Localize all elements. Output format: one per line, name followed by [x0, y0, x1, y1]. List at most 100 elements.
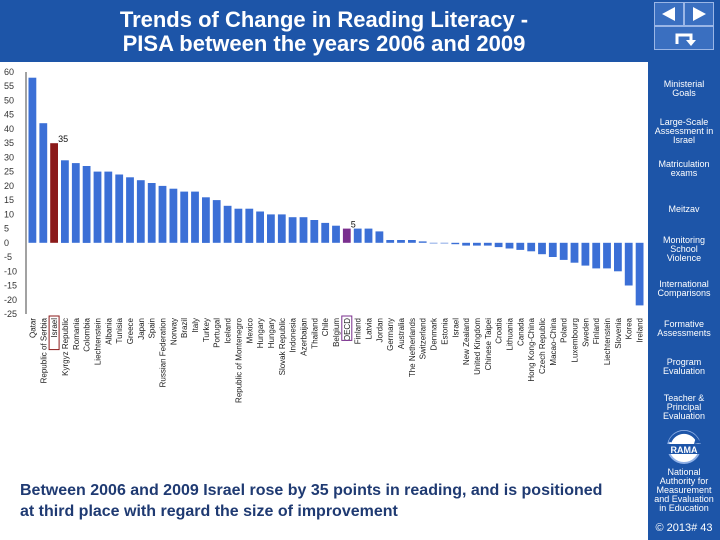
bar [570, 242, 579, 263]
bar [191, 191, 199, 243]
x-tick-label: Iceland [224, 318, 233, 344]
y-tick-label: 55 [4, 81, 14, 91]
x-tick-label: Chile [321, 317, 330, 336]
bar [451, 242, 460, 245]
bar [223, 205, 232, 243]
bar [82, 166, 91, 243]
x-tick-label: New Zealand [462, 318, 471, 365]
bar [592, 242, 601, 269]
y-tick-label: 5 [4, 224, 9, 234]
y-tick-label: -10 [4, 266, 17, 276]
sidebar-item-matriculation-exams[interactable]: Matriculation exams [658, 159, 710, 178]
y-tick-label: 50 [4, 95, 14, 105]
y-tick-label: -5 [4, 252, 12, 262]
rama-logo-text: RAMA [671, 445, 698, 455]
bar [50, 143, 58, 243]
x-tick-label: Switzerland [419, 318, 428, 359]
bar [115, 174, 124, 243]
x-tick-label: Chinese Taipei [484, 318, 493, 371]
sidebar-item-monitoring-school-violence[interactable]: Monitoring School Violence [662, 235, 706, 263]
y-tick-label: -25 [4, 309, 17, 319]
sidebar-item-formative-assessments[interactable]: Formative Assessments [657, 319, 711, 338]
y-tick-label: 10 [4, 209, 14, 219]
bar [462, 242, 470, 246]
x-tick-label: The Netherlands [408, 318, 417, 377]
x-tick-label: Australia [397, 317, 406, 349]
y-tick-label: -15 [4, 281, 17, 291]
bar [158, 185, 167, 243]
sidebar-item-teacher-principal-evaluation[interactable]: Teacher & Principal Evaluation [662, 393, 706, 421]
bar [245, 208, 254, 243]
bar [418, 241, 427, 243]
bar [71, 163, 80, 243]
bar [603, 242, 611, 269]
bar [39, 123, 48, 243]
x-tick-label: Finland [354, 318, 363, 344]
x-tick-label: Thailand [310, 318, 319, 349]
bar [505, 242, 514, 249]
x-tick-label: Slovak Republic [278, 318, 287, 375]
x-tick-label: Albania [104, 317, 113, 344]
x-tick-label: Hungary [256, 318, 265, 348]
bar [28, 77, 37, 243]
x-tick-label: Lithuania [506, 317, 515, 350]
bar [342, 228, 351, 243]
title-line-2: PISA between the years 2006 and 2009 [122, 31, 526, 56]
y-tick-label: 45 [4, 110, 14, 120]
x-tick-label: Liechtenstein [603, 318, 612, 365]
x-tick-label: Jordan [375, 318, 384, 342]
bar [288, 217, 297, 243]
sidebar-item-international-comparisons[interactable]: International Comparisons [657, 279, 711, 298]
bar [581, 242, 590, 266]
org-name: National Authority for Measurement and E… [654, 467, 714, 513]
bar [483, 242, 492, 246]
sidebar-item-meitzav[interactable]: Meitzav [668, 204, 700, 214]
bar [527, 242, 536, 252]
x-tick-label: Belgium [332, 318, 341, 347]
prev-button[interactable] [654, 2, 684, 26]
bar [364, 228, 373, 243]
triangle-right-icon [693, 7, 706, 21]
bar [408, 240, 416, 243]
sidebar-item-program-evaluation[interactable]: Program Evaluation [662, 357, 706, 376]
rama-logo: RAMA [667, 430, 702, 464]
summary-note: Between 2006 and 2009 Israel rose by 35 … [20, 482, 603, 520]
x-tick-label: Brazil [180, 318, 189, 338]
sidebar-item-large-scale-assessment[interactable]: Large-Scale Assessment in Israel [654, 117, 714, 145]
x-tick-label: Ireland [636, 318, 645, 342]
x-tick-label: Colombia [83, 317, 92, 351]
page-title: Trends of Change in Reading Literacy - P… [0, 8, 648, 56]
return-button[interactable] [654, 26, 714, 50]
bar [277, 214, 286, 243]
copyright: © 2013# 43 [655, 522, 713, 534]
bar [104, 171, 113, 243]
y-tick-label: 30 [4, 152, 14, 162]
bar [147, 183, 156, 243]
bar [429, 242, 438, 244]
x-tick-label: Sweden [581, 318, 590, 347]
bar [624, 242, 633, 286]
bar [548, 242, 557, 257]
x-tick-label: Republic of Montenegro [234, 317, 243, 402]
x-tick-label: Portugal [213, 318, 222, 348]
x-tick-label: Luxembourg [571, 318, 580, 362]
bar [397, 240, 405, 243]
x-tick-label: Kyrgyz Republic [61, 318, 70, 376]
bar [559, 242, 568, 260]
x-tick-label: Korea [625, 317, 634, 339]
x-tick-label: Japan [137, 318, 146, 340]
x-tick-label: Slovenia [614, 317, 623, 348]
bar [635, 242, 644, 306]
bar [353, 228, 362, 243]
bar [202, 197, 210, 243]
x-tick-label: Israel [50, 318, 59, 338]
bars: 35 5 [28, 77, 644, 306]
bar [256, 211, 264, 243]
bar [126, 177, 134, 243]
y-tick-label: 60 [4, 67, 14, 77]
bar [299, 217, 308, 243]
x-tick-label: Tunisia [115, 317, 124, 343]
next-button[interactable] [684, 2, 714, 26]
sidebar-item-ministerial-goals[interactable]: Ministerial Goals [663, 79, 705, 98]
x-tick-label: Italy [191, 318, 200, 333]
